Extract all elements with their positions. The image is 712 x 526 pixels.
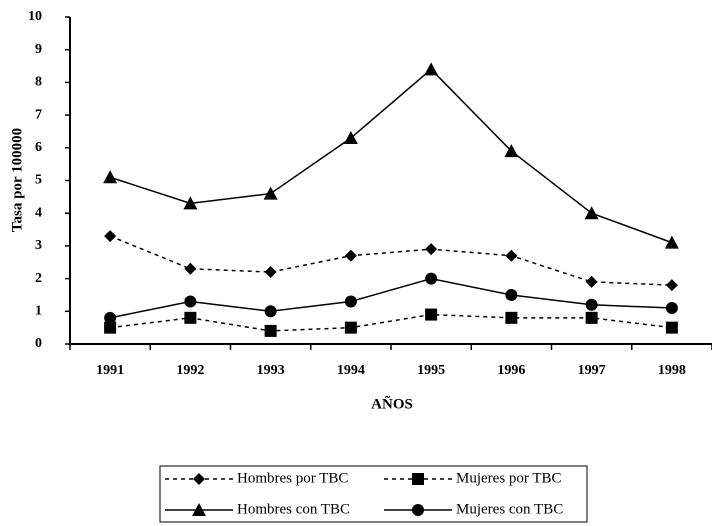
data-point <box>264 324 277 337</box>
data-point <box>263 186 278 200</box>
data-point <box>505 311 518 324</box>
data-point <box>104 311 117 324</box>
y-tick-label: 8 <box>35 75 42 90</box>
legend-marker <box>193 473 205 485</box>
legend-marker <box>412 504 424 516</box>
legend-label: Mujeres con TBC <box>456 501 563 517</box>
data-point <box>585 275 598 288</box>
data-point <box>425 308 438 321</box>
data-point <box>505 249 518 262</box>
y-tick-label: 10 <box>28 9 42 24</box>
data-point <box>665 279 678 292</box>
data-point <box>184 295 197 308</box>
data-point <box>183 196 198 210</box>
x-tick-label: 1998 <box>658 363 686 378</box>
data-point <box>584 206 599 220</box>
legend-label: Mujeres por TBC <box>456 470 562 486</box>
data-point <box>184 262 197 275</box>
data-point <box>343 130 358 144</box>
y-tick-label: 4 <box>35 205 42 220</box>
y-tick-label: 7 <box>35 107 42 122</box>
legend-marker <box>192 503 206 516</box>
data-point <box>103 170 118 184</box>
y-tick-label: 3 <box>35 238 42 253</box>
series-line <box>109 235 672 286</box>
legend-label: Hombres con TBC <box>237 501 350 517</box>
legend-label: Hombres por TBC <box>237 470 348 486</box>
y-tick-label: 1 <box>35 304 42 319</box>
data-point <box>344 321 357 334</box>
data-point <box>505 288 518 301</box>
data-point <box>665 321 678 334</box>
data-point <box>424 62 439 76</box>
x-tick-label: 1997 <box>578 363 606 378</box>
series-line <box>109 277 672 319</box>
data-point <box>184 311 197 324</box>
data-point <box>264 266 277 279</box>
data-point <box>104 230 117 243</box>
x-tick-label: 1995 <box>417 363 445 378</box>
x-tick-label: 1993 <box>257 363 285 378</box>
legend-box <box>159 465 588 523</box>
series-line <box>109 68 673 244</box>
data-point <box>504 144 519 158</box>
data-point <box>664 235 679 249</box>
x-tick-label: 1992 <box>176 363 204 378</box>
x-tick-label: 1994 <box>337 363 365 378</box>
y-tick-label: 9 <box>35 42 42 57</box>
data-point <box>665 302 678 315</box>
data-point <box>264 305 277 318</box>
data-point <box>425 272 438 285</box>
legend-marker <box>412 473 424 485</box>
y-tick-label: 5 <box>35 173 42 188</box>
data-point <box>104 321 117 334</box>
data-point <box>585 298 598 311</box>
y-axis-title: Tasa por 100000 <box>9 128 25 232</box>
data-point <box>344 249 357 262</box>
x-tick-label: 1996 <box>497 363 525 378</box>
x-tick-label: 1991 <box>96 363 124 378</box>
y-tick-label: 0 <box>35 336 42 351</box>
y-tick-label: 2 <box>35 271 42 286</box>
data-point <box>344 295 357 308</box>
data-point <box>425 243 438 256</box>
data-point <box>585 311 598 324</box>
y-tick-label: 6 <box>35 140 42 155</box>
x-axis-title: AÑOS <box>371 394 413 412</box>
series-line <box>110 313 672 332</box>
